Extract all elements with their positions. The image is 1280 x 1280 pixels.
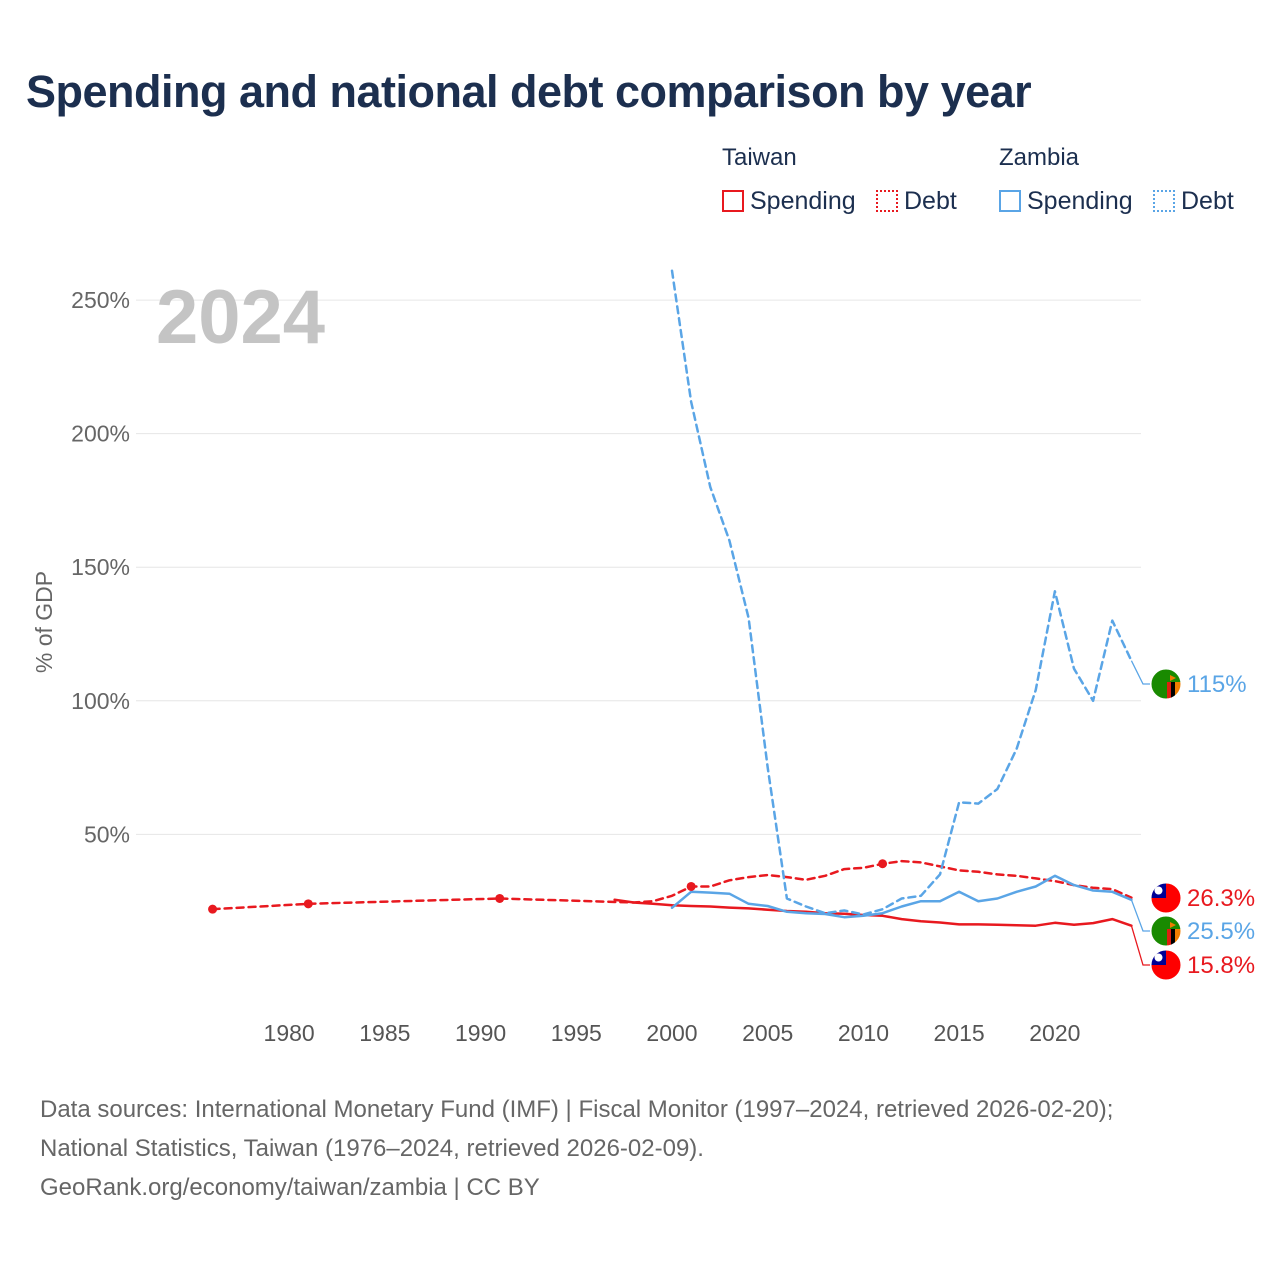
x-tick-label: 2005 — [742, 1020, 793, 1046]
end-label-value: 26.3% — [1187, 885, 1255, 912]
legend-solid-swatch — [722, 190, 744, 212]
y-tick-label: 100% — [71, 688, 130, 714]
zambia-debt-line — [670, 269, 1133, 916]
taiwan-debt-point — [495, 893, 505, 903]
y-tick-label: 200% — [71, 421, 130, 447]
label-connector — [1130, 660, 1150, 685]
x-tick-label: 2010 — [838, 1020, 889, 1046]
legend-zambia-spending[interactable]: Spending — [999, 186, 1133, 216]
legend-solid-swatch — [999, 190, 1021, 212]
x-tick-label: 2020 — [1029, 1020, 1080, 1046]
label-connector — [1130, 925, 1150, 966]
legend-taiwan-spending-label: Spending — [750, 186, 856, 215]
x-tick-label: 2000 — [646, 1020, 697, 1046]
footer: Data sources: International Monetary Fun… — [40, 1090, 1113, 1207]
legend-dotted-swatch — [876, 190, 898, 212]
y-tick-label: 150% — [71, 554, 130, 580]
taiwan-debt-point — [303, 899, 313, 909]
legend-zambia-debt[interactable]: Debt — [1153, 186, 1234, 216]
chart-title: Spending and national debt comparison by… — [26, 66, 1032, 117]
label-connector — [1130, 899, 1150, 932]
taiwan-debt-line — [211, 859, 1133, 911]
y-axis-label: % of GDP — [31, 571, 57, 673]
end-label-zambia-debt: 115% — [1130, 660, 1247, 700]
legend-taiwan-debt[interactable]: Debt — [876, 186, 957, 216]
x-tick-label: 1985 — [359, 1020, 410, 1046]
end-label-value: 15.8% — [1187, 952, 1255, 979]
x-tick-label: 1995 — [551, 1020, 602, 1046]
taiwan-debt-point — [878, 859, 888, 869]
legend-taiwan-spending[interactable]: Spending — [722, 186, 856, 216]
legend-zambia-spending-label: Spending — [1027, 186, 1133, 215]
x-tick-label: 2015 — [934, 1020, 985, 1046]
taiwan-debt-point — [686, 881, 696, 891]
legend-taiwan-debt-label: Debt — [904, 186, 957, 215]
x-tick-label: 1990 — [455, 1020, 506, 1046]
footer-sources-line2: National Statistics, Taiwan (1976–2024, … — [40, 1135, 704, 1162]
taiwan-spending-line — [613, 898, 1133, 927]
zambia-flag — [1151, 669, 1181, 699]
y-tick-label: 50% — [84, 821, 130, 847]
legend-zambia-debt-label: Debt — [1181, 186, 1234, 215]
legend-taiwan-label: Taiwan — [722, 144, 797, 171]
line-chart: 2024 50% 100% 150% 200% 250% 1980 1985 1990 199… — [31, 269, 1255, 1046]
zambia-flag — [1151, 916, 1181, 946]
zambia-spending-line — [670, 874, 1133, 919]
legend-zambia-label: Zambia — [999, 144, 1080, 171]
end-label-value: 115% — [1187, 671, 1247, 698]
end-label-value: 25.5% — [1187, 918, 1255, 945]
footer-sources-line1: Data sources: International Monetary Fun… — [40, 1096, 1114, 1123]
end-label-zambia-spending: 25.5% — [1130, 899, 1255, 947]
y-tick-label: 250% — [71, 287, 130, 313]
legend-dotted-swatch — [1153, 190, 1175, 212]
end-label-taiwan-debt: 26.3% — [1150, 882, 1255, 914]
footer-attribution: GeoRank.org/economy/taiwan/zambia | CC B… — [40, 1174, 540, 1201]
x-tick-label: 1980 — [264, 1020, 315, 1046]
year-watermark: 2024 — [156, 275, 325, 360]
taiwan-debt-point — [208, 904, 218, 914]
